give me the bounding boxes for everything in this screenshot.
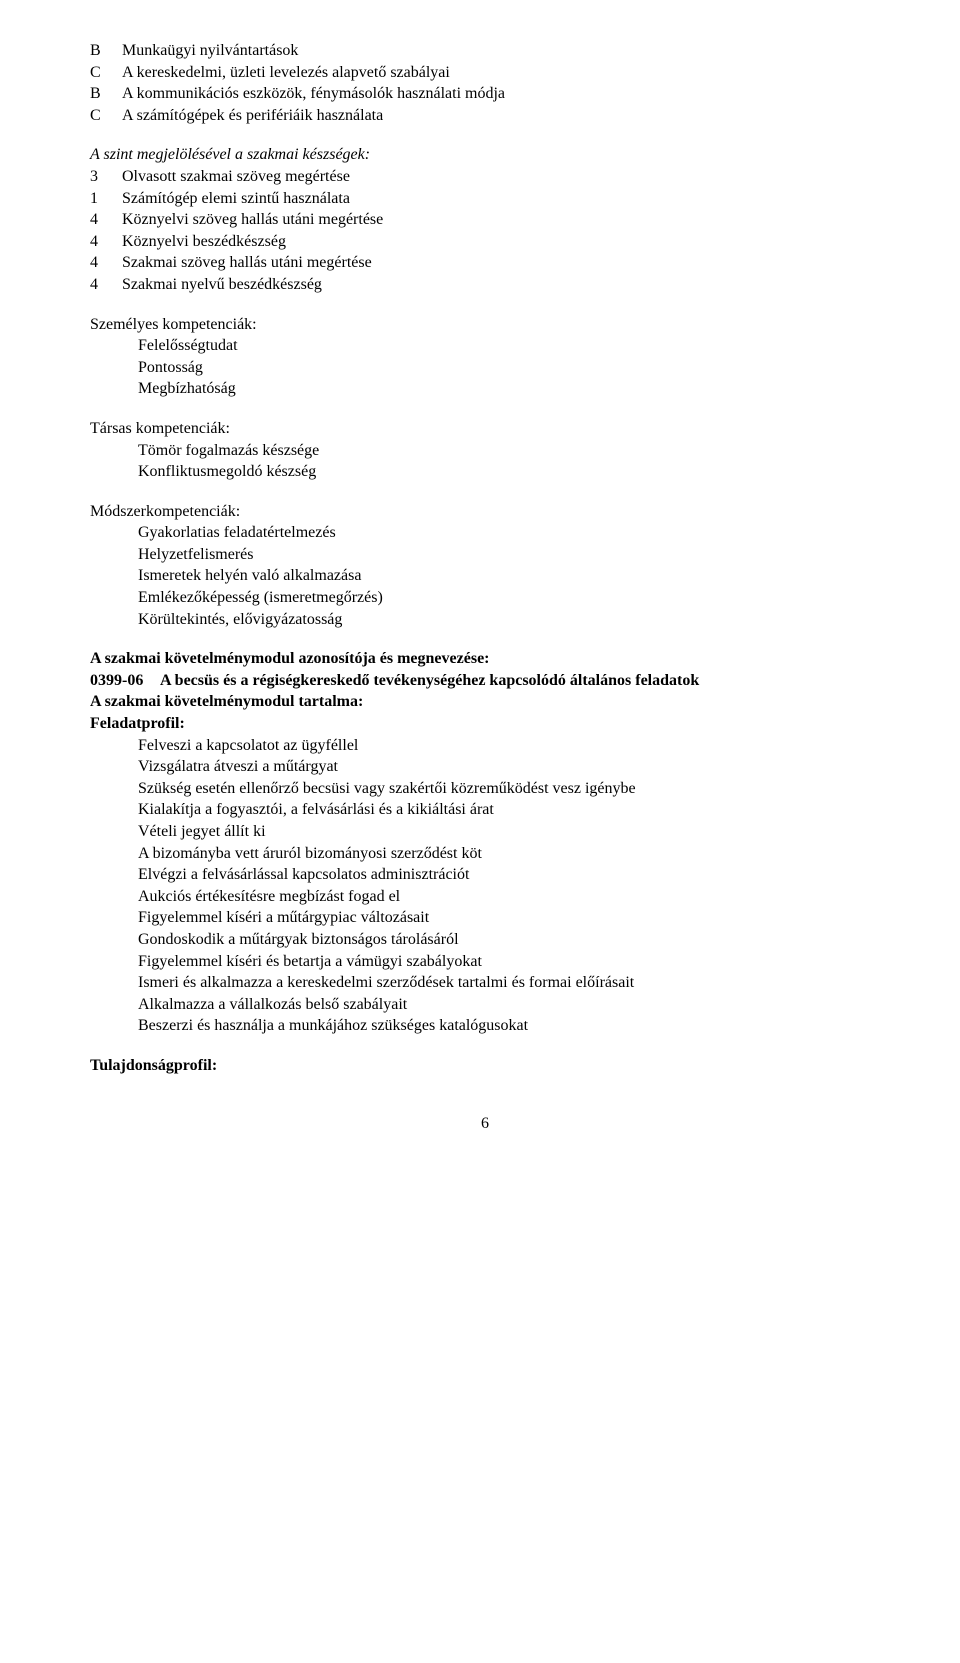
- modul-code-title: A becsüs és a régiségkereskedő tevékenys…: [160, 670, 880, 692]
- list1-marker: C: [90, 105, 122, 127]
- social-item: Konfliktusmegoldó készség: [90, 461, 880, 483]
- list2-marker: 3: [90, 166, 122, 188]
- list2-text: Köznyelvi beszédkészség: [122, 231, 880, 253]
- tulajdonsagprofil-label: Tulajdonságprofil:: [90, 1055, 880, 1077]
- list2-row: 4Köznyelvi szöveg hallás utáni megértése: [90, 209, 880, 231]
- list2-text: Számítógép elemi szintű használata: [122, 188, 880, 210]
- feladat-item: Vételi jegyet állít ki: [90, 821, 880, 843]
- list2-row: 4Szakmai szöveg hallás utáni megértése: [90, 252, 880, 274]
- feladat-item: Figyelemmel kíséri és betartja a vámügyi…: [90, 951, 880, 973]
- modul-line2: A szakmai követelménymodul tartalma:: [90, 691, 880, 713]
- method-item: Körültekintés, elővigyázatosság: [90, 609, 880, 631]
- personal-item: Felelősségtudat: [90, 335, 880, 357]
- list2-text: Szakmai nyelvű beszédkészség: [122, 274, 880, 296]
- list1-row: CA kereskedelmi, üzleti levelezés alapve…: [90, 62, 880, 84]
- list2-text: Szakmai szöveg hallás utáni megértése: [122, 252, 880, 274]
- modul-code-row: 0399-06 A becsüs és a régiségkereskedő t…: [90, 670, 880, 692]
- feladat-item: Kialakítja a fogyasztói, a felvásárlási …: [90, 799, 880, 821]
- method-item: Emlékezőképesség (ismeretmegőrzés): [90, 587, 880, 609]
- list1-text: A számítógépek és perifériáik használata: [122, 105, 880, 127]
- modul-line1: A szakmai követelménymodul azonosítója é…: [90, 648, 880, 670]
- list2-text: Olvasott szakmai szöveg megértése: [122, 166, 880, 188]
- social-title: Társas kompetenciák:: [90, 418, 880, 440]
- modul-code: 0399-06: [90, 670, 160, 692]
- list2-marker: 1: [90, 188, 122, 210]
- method-item: Ismeretek helyén való alkalmazása: [90, 565, 880, 587]
- list1-text: A kommunikációs eszközök, fénymásolók ha…: [122, 83, 880, 105]
- list1-marker: B: [90, 40, 122, 62]
- method-item: Helyzetfelismerés: [90, 544, 880, 566]
- feladat-item: Beszerzi és használja a munkájához szüks…: [90, 1015, 880, 1037]
- list1-row: BMunkaügyi nyilvántartások: [90, 40, 880, 62]
- szint-header: A szint megjelölésével a szakmai készség…: [90, 144, 880, 166]
- feladat-item: Aukciós értékesítésre megbízást fogad el: [90, 886, 880, 908]
- list2-row: 4Köznyelvi beszédkészség: [90, 231, 880, 253]
- list1-marker: C: [90, 62, 122, 84]
- feladat-item: Felveszi a kapcsolatot az ügyféllel: [90, 735, 880, 757]
- feladat-item: Gondoskodik a műtárgyak biztonságos táro…: [90, 929, 880, 951]
- feladat-item: Elvégzi a felvásárlással kapcsolatos adm…: [90, 864, 880, 886]
- method-item: Gyakorlatias feladatértelmezés: [90, 522, 880, 544]
- feladat-item: Vizsgálatra átveszi a műtárgyat: [90, 756, 880, 778]
- feladat-item: Ismeri és alkalmazza a kereskedelmi szer…: [90, 972, 880, 994]
- list2-marker: 4: [90, 231, 122, 253]
- method-title: Módszerkompetenciák:: [90, 501, 880, 523]
- feladat-item: A bizományba vett áruról bizományosi sze…: [90, 843, 880, 865]
- personal-title: Személyes kompetenciák:: [90, 314, 880, 336]
- feladat-item: Szükség esetén ellenőrző becsüsi vagy sz…: [90, 778, 880, 800]
- list2-marker: 4: [90, 209, 122, 231]
- list1-row: CA számítógépek és perifériáik használat…: [90, 105, 880, 127]
- list2-row: 3Olvasott szakmai szöveg megértése: [90, 166, 880, 188]
- feladatprofil-label: Feladatprofil:: [90, 713, 880, 735]
- list1-text: A kereskedelmi, üzleti levelezés alapvet…: [122, 62, 880, 84]
- page-number: 6: [90, 1113, 880, 1135]
- list1-row: BA kommunikációs eszközök, fénymásolók h…: [90, 83, 880, 105]
- personal-item: Megbízhatóság: [90, 378, 880, 400]
- list1-text: Munkaügyi nyilvántartások: [122, 40, 880, 62]
- social-item: Tömör fogalmazás készsége: [90, 440, 880, 462]
- list2-row: 1Számítógép elemi szintű használata: [90, 188, 880, 210]
- feladat-item: Alkalmazza a vállalkozás belső szabályai…: [90, 994, 880, 1016]
- list2-marker: 4: [90, 274, 122, 296]
- personal-item: Pontosság: [90, 357, 880, 379]
- list2-text: Köznyelvi szöveg hallás utáni megértése: [122, 209, 880, 231]
- list1-marker: B: [90, 83, 122, 105]
- feladat-item: Figyelemmel kíséri a műtárgypiac változá…: [90, 907, 880, 929]
- list2-row: 4Szakmai nyelvű beszédkészség: [90, 274, 880, 296]
- list2-marker: 4: [90, 252, 122, 274]
